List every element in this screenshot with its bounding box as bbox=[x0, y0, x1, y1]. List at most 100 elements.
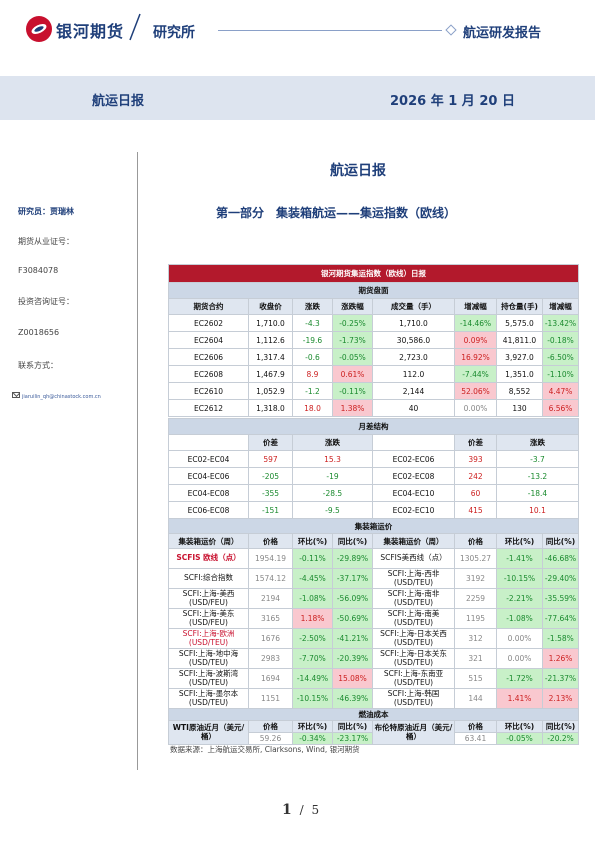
divider-slash-icon bbox=[129, 13, 141, 41]
cell: SCFI:上海-美东(USD/FEU) bbox=[168, 608, 249, 629]
blank-cell bbox=[168, 434, 249, 451]
researcher-name: 研究员：贾瑞林 bbox=[18, 207, 74, 216]
col-yoy: 同比(%) bbox=[332, 533, 373, 549]
table-row: EC2612 1,318.0 18.0 1.38% 40 0.00% 130 6.56% bbox=[168, 399, 579, 417]
cell: SCFI:上海-波斯湾(USD/TEU) bbox=[168, 668, 249, 689]
cell: EC02-EC08 bbox=[372, 467, 455, 485]
cell: 1,467.9 bbox=[248, 365, 293, 383]
cell: 144 bbox=[454, 688, 497, 709]
col-wow: 环比(%) bbox=[496, 533, 543, 549]
cell: -28.5 bbox=[292, 484, 373, 502]
cell: -10.15% bbox=[292, 688, 333, 709]
banner-title: 航运日报 bbox=[92, 94, 145, 109]
cell: 312 bbox=[454, 628, 497, 649]
col-close: 收盘价 bbox=[248, 298, 293, 315]
cell: 15.3 bbox=[292, 450, 373, 468]
institute-name: 研究所 bbox=[153, 25, 195, 41]
fuel-section: 燃油成本 bbox=[168, 708, 579, 721]
col-price: 价格 bbox=[248, 533, 293, 549]
cell: 321 bbox=[454, 648, 497, 669]
cell: 1,710.0 bbox=[372, 314, 455, 332]
cell: 1,318.0 bbox=[248, 399, 293, 417]
cell: -1.58% bbox=[542, 628, 579, 649]
cell: 112.0 bbox=[372, 365, 455, 383]
cell: 3165 bbox=[248, 608, 293, 629]
blank-cell bbox=[372, 434, 455, 451]
cell: -29.40% bbox=[542, 568, 579, 589]
cell: 1,112.6 bbox=[248, 331, 293, 349]
cell: -50.69% bbox=[332, 608, 373, 629]
cell: 10.1 bbox=[496, 501, 579, 519]
table-row: EC2604 1,112.6 -19.6 -1.73% 30,586.0 0.09% 41,… bbox=[168, 331, 579, 349]
cell: -14.46% bbox=[454, 314, 497, 332]
freight-section: 集装箱运价 bbox=[168, 518, 579, 534]
cell: -151 bbox=[248, 501, 293, 519]
table-row: 59.26 -0.34% -23.17% 63.41 -0.05% -20.2% bbox=[169, 732, 579, 745]
table-row: SCFI:上海-墨尔本(USD/TEU) 1151 -10.15% -46.39% SC… bbox=[168, 688, 579, 709]
page-header: 银河期货 研究所 航运研发报告 bbox=[0, 0, 595, 60]
col-volume-chg: 增减幅 bbox=[454, 298, 497, 315]
table-row: EC04-EC08 -355 -28.5 EC04-EC10 60 -18.4 bbox=[168, 484, 579, 502]
table-row: SCFI:上海-欧洲(USD/TEU) 1676 -2.50% -41.21% SCFI… bbox=[168, 628, 579, 649]
cell: -6.50% bbox=[542, 348, 579, 366]
cell: 4.47% bbox=[542, 382, 579, 400]
cell: -18.4 bbox=[496, 484, 579, 502]
cell: SCFI:上海-西非(USD/TEU) bbox=[372, 568, 455, 589]
cell: 1676 bbox=[248, 628, 293, 649]
cell: -23.17% bbox=[332, 732, 373, 745]
cell: EC02-EC10 bbox=[372, 501, 455, 519]
cell: 597 bbox=[248, 450, 293, 468]
cell: 130 bbox=[496, 399, 543, 417]
table-row: EC2602 1,710.0 -4.3 -0.25% 1,710.0 -14.46% 5,5… bbox=[168, 314, 579, 332]
email-text: jiaruilin_qh@chinastock.com.cn bbox=[22, 394, 101, 400]
cell: 1954.19 bbox=[248, 548, 293, 569]
cell: -355 bbox=[248, 484, 293, 502]
col-freight: 集装箱运价（周） bbox=[372, 533, 455, 549]
cell: EC04-EC08 bbox=[168, 484, 249, 502]
cell: -7.44% bbox=[454, 365, 497, 383]
cell: 40 bbox=[372, 399, 455, 417]
spread-table: 月差结构 价差 涨跌 价差 涨跌 EC02-EC04 597 15.3 EC02-EC… bbox=[168, 418, 579, 519]
cell: 41,811.0 bbox=[496, 331, 543, 349]
col-yoy: 同比(%) bbox=[542, 720, 579, 733]
cell: -7.70% bbox=[292, 648, 333, 669]
cell: 3,927.0 bbox=[496, 348, 543, 366]
page-number: 1 / 5 bbox=[282, 802, 319, 818]
cell: -1.72% bbox=[496, 668, 543, 689]
cell: SCFIS 欧线（点） bbox=[168, 548, 249, 569]
spread-section: 月差结构 bbox=[168, 418, 579, 435]
sidebar-divider bbox=[137, 152, 138, 770]
cell: -0.18% bbox=[542, 331, 579, 349]
cell: 1,351.0 bbox=[496, 365, 543, 383]
report-date: 2026 年 1 月 20 日 bbox=[390, 94, 515, 109]
email-link[interactable]: jiaruilin_qh@chinastock.com.cn bbox=[12, 392, 101, 400]
col-oi: 持仓量(手) bbox=[496, 298, 543, 315]
cell: -41.21% bbox=[332, 628, 373, 649]
license-label: 期货从业证号： bbox=[18, 237, 74, 246]
cell: SCFI:上海-墨尔本(USD/TEU) bbox=[168, 688, 249, 709]
cell: 2.13% bbox=[542, 688, 579, 709]
cell: 0.00% bbox=[454, 399, 497, 417]
cell: 8.9 bbox=[292, 365, 333, 383]
cell: -9.5 bbox=[292, 501, 373, 519]
cell: 5,575.0 bbox=[496, 314, 543, 332]
col-freight: 集装箱运价（周） bbox=[168, 533, 249, 549]
header-rule bbox=[218, 30, 442, 31]
col-oi-chg: 增减幅 bbox=[542, 298, 579, 315]
cell: SCFI:上海-地中海(USD/TEU) bbox=[168, 648, 249, 669]
cell: 1.38% bbox=[332, 399, 373, 417]
table-title: 银河期货集运指数（欧线）日报 bbox=[168, 264, 579, 283]
table-row: EC04-EC06 -205 -19 EC02-EC08 242 -13.2 bbox=[168, 467, 579, 485]
cell: -0.6 bbox=[292, 348, 333, 366]
cell: -20.2% bbox=[542, 732, 579, 745]
cell: EC2606 bbox=[168, 348, 249, 366]
table-row: SCFI:上海-波斯湾(USD/TEU) 1694 -14.49% 15.08% SCF… bbox=[168, 668, 579, 689]
col-spread: 价差 bbox=[454, 434, 497, 451]
data-source: 数据来源：上海航运交易所, Clarksons, Wind, 银河期货 bbox=[170, 745, 360, 754]
table-row: EC06-EC08 -151 -9.5 EC02-EC10 415 10.1 bbox=[168, 501, 579, 519]
cell: 0.00% bbox=[496, 628, 543, 649]
cell: -19.6 bbox=[292, 331, 333, 349]
table-row: EC2606 1,317.4 -0.6 -0.05% 2,723.0 16.92% 3,92… bbox=[168, 348, 579, 366]
table-row: SCFI:上海-地中海(USD/TEU) 2983 -7.70% -20.39% SCF… bbox=[168, 648, 579, 669]
cell: SCFI:上海-南美(USD/TEU) bbox=[372, 608, 455, 629]
